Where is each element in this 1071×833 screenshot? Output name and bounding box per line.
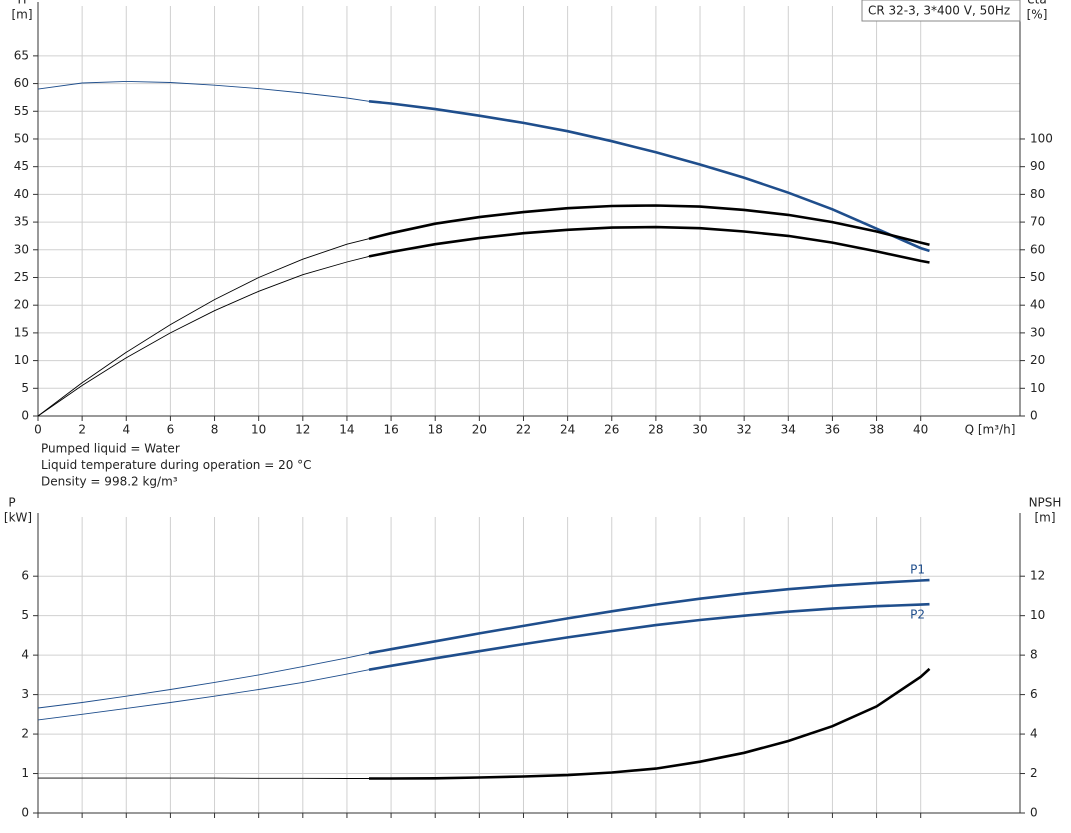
curve-extended [37,238,370,417]
y2-tick-label: 12 [1030,569,1045,583]
y-tick-label: 25 [14,270,29,284]
x-tick-label: 4 [122,423,130,437]
y2-tick-label: 20 [1030,353,1045,367]
x-tick-label: 26 [604,423,619,437]
y-tick-label: 50 [14,131,29,145]
x-tick-label: 34 [781,423,796,437]
y2-tick-label: 4 [1030,727,1038,741]
y2-axis-label: NPSH [1029,496,1062,510]
curve-operating [368,225,930,264]
curve-operating [368,602,930,671]
y-tick-label: 2 [21,727,29,741]
y-tick-label: 5 [21,608,29,622]
y2-axis-unit: [m] [1034,511,1055,525]
curve-operating [368,100,930,253]
curve-extended [37,652,370,709]
x-tick-label: 0 [34,423,42,437]
y2-tick-label: 60 [1030,242,1045,256]
x-tick-label: 8 [211,423,219,437]
series-label: P2 [910,608,925,622]
y-tick-label: 6 [21,569,29,583]
y2-tick-label: 0 [1030,806,1038,820]
x-tick-label: 24 [560,423,575,437]
curve-operating [368,578,930,655]
y-tick-label: 20 [14,298,29,312]
x-tick-label: 10 [251,423,266,437]
y-tick-label: 15 [14,325,29,339]
y2-tick-label: 10 [1030,381,1045,395]
curve-extended [37,669,370,721]
y-axis-label: P [8,496,15,510]
y-tick-label: 1 [21,766,29,780]
curve-extended [37,255,370,417]
x-tick-label: 12 [295,423,310,437]
y-axis-unit: [m] [11,8,32,22]
series-label: P1 [910,563,925,577]
y2-tick-label: 50 [1030,270,1045,284]
y2-axis-label: eta [1027,0,1046,7]
y-tick-label: 35 [14,215,29,229]
x-tick-label: 22 [516,423,531,437]
y-tick-label: 4 [21,648,29,662]
y-tick-label: 55 [14,104,29,118]
y-tick-label: 10 [14,353,29,367]
y-tick-label: 3 [21,687,29,701]
y2-tick-label: 10 [1030,608,1045,622]
y2-tick-label: 70 [1030,215,1045,229]
x-tick-label: 28 [648,423,663,437]
x-tick-label: 32 [737,423,752,437]
x-tick-label: 40 [913,423,928,437]
x-tick-label: 30 [692,423,707,437]
y-axis-label: H [17,0,26,7]
y-tick-label: 65 [14,48,29,62]
x-tick-label: 20 [472,423,487,437]
title-box [861,0,1021,22]
x-tick-label: 38 [869,423,884,437]
x-axis-label: Q [m³/h] [965,423,1016,437]
y-tick-label: 30 [14,242,29,256]
x-tick-label: 36 [825,423,840,437]
y2-tick-label: 80 [1030,187,1045,201]
y-tick-label: 40 [14,187,29,201]
note: Liquid temperature during operation = 20… [41,458,312,472]
y-tick-label: 60 [14,76,29,90]
chart-title: CR 32-3, 3*400 V, 50Hz [868,4,1010,18]
y-tick-label: 5 [21,381,29,395]
y-axis-unit: [kW] [4,511,32,525]
curve-extended [37,80,370,102]
y2-tick-label: 6 [1030,687,1038,701]
x-tick-label: 6 [167,423,175,437]
curve-operating [368,204,930,247]
y2-tick-label: 90 [1030,159,1045,173]
y2-tick-label: 100 [1030,131,1053,145]
note: Pumped liquid = Water [41,442,180,456]
y2-tick-label: 2 [1030,766,1038,780]
y2-tick-label: 8 [1030,648,1038,662]
y2-axis-unit: [%] [1027,8,1048,22]
y2-tick-label: 40 [1030,298,1045,312]
y2-tick-label: 30 [1030,325,1045,339]
y2-tick-label: 0 [1030,409,1038,423]
x-tick-label: 18 [428,423,443,437]
curve-operating [369,667,931,780]
y-tick-label: 45 [14,159,29,173]
x-tick-label: 2 [78,423,86,437]
note: Density = 998.2 kg/m³ [41,475,178,489]
y-tick-label: 0 [21,806,29,820]
x-tick-label: 14 [339,423,354,437]
y-tick-label: 0 [21,409,29,423]
x-tick-label: 16 [383,423,398,437]
